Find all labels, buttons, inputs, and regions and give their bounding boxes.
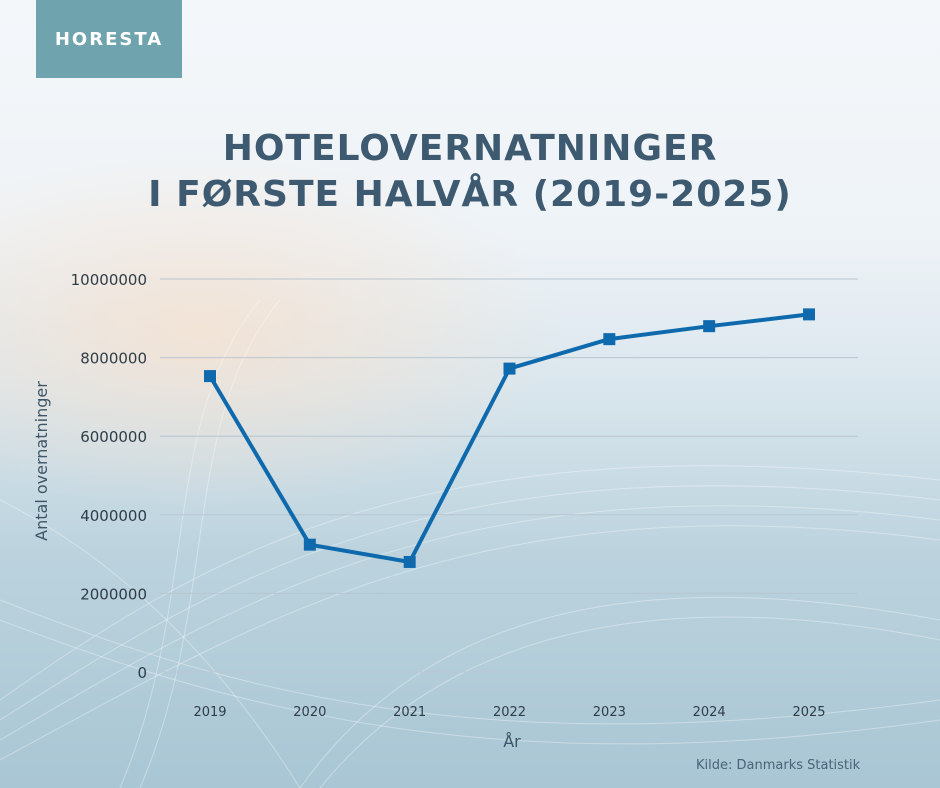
- y-tick-label: 4000000: [80, 507, 147, 525]
- y-tick-label: 0: [137, 664, 147, 682]
- chart-title-line-1: HOTELOVERNATNINGER: [222, 128, 718, 169]
- data-point-2019: [204, 370, 216, 383]
- data-point-2022: [503, 362, 516, 375]
- x-tick-labels: 2019 2020 2021 2022 2023 2024 2025: [193, 705, 825, 720]
- series-markers: [204, 308, 815, 568]
- chart-title: HOTELOVERNATNINGER I FØRSTE HALVÅR (2019…: [0, 126, 940, 218]
- x-axis-label: År: [503, 732, 521, 751]
- chart-title-line-2: I FØRSTE HALVÅR (2019-2025): [148, 174, 792, 215]
- logo-text: HORESTA: [54, 28, 164, 50]
- y-tick-label: 10000000: [71, 271, 147, 289]
- x-tick-label: 2025: [792, 705, 825, 720]
- x-tick-label: 2023: [593, 705, 626, 720]
- data-point-2025: [803, 308, 815, 321]
- source-note: Kilde: Danmarks Statistik: [696, 758, 861, 773]
- y-tick-label: 2000000: [80, 585, 147, 603]
- y-axis-label: Antal overnatninger: [32, 381, 51, 541]
- grid-lines: [160, 278, 858, 673]
- y-tick-labels: 0 2000000 4000000 6000000 8000000 10000000: [71, 271, 147, 682]
- y-tick-label: 6000000: [80, 428, 147, 446]
- x-tick-label: 2024: [693, 705, 726, 720]
- x-tick-label: 2019: [193, 705, 226, 720]
- horesta-logo: HORESTA: [36, 0, 182, 78]
- x-tick-label: 2022: [493, 705, 526, 720]
- data-point-2021: [403, 555, 416, 568]
- x-tick-label: 2020: [293, 705, 326, 720]
- data-point-2020: [303, 538, 316, 551]
- x-tick-label: 2021: [393, 705, 426, 720]
- y-tick-label: 8000000: [80, 350, 147, 368]
- data-point-2023: [603, 333, 616, 346]
- data-point-2024: [703, 320, 716, 333]
- series-line: [208, 312, 810, 564]
